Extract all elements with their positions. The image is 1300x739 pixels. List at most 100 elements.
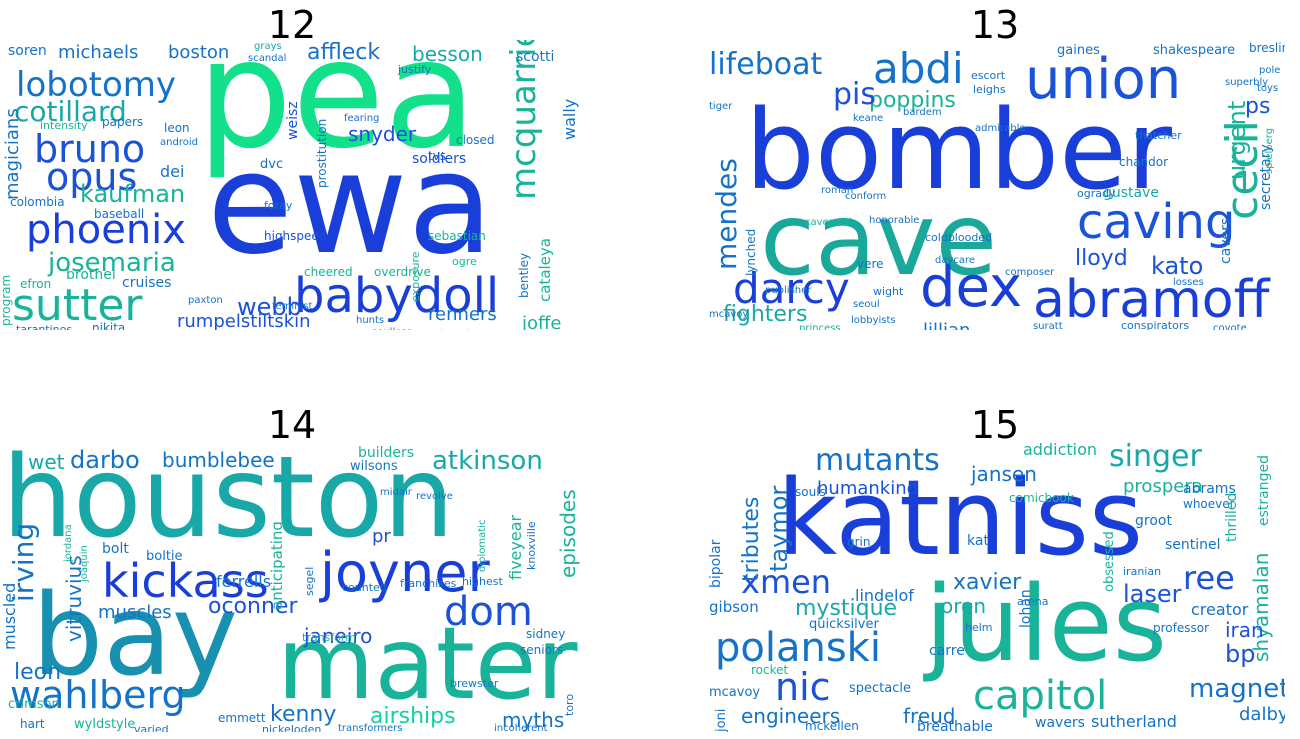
word: janeiro: [304, 624, 373, 648]
word: lindelof: [855, 586, 914, 605]
word: seniors: [520, 643, 564, 657]
word: brewster: [450, 677, 499, 690]
word: spectacle: [849, 681, 911, 696]
word: transform: [302, 631, 356, 644]
word-cloud: bomber cave union abramoff dex caving da…: [705, 40, 1285, 330]
word: scandal: [248, 53, 287, 64]
word: kat: [967, 533, 989, 549]
word: incoherent: [494, 723, 548, 733]
word: rumpelstiltskin: [177, 311, 311, 331]
word: mutants: [815, 443, 940, 478]
word: franchises: [400, 577, 457, 590]
word: sutherland: [1091, 712, 1177, 731]
word: professor: [1153, 621, 1210, 635]
word: myths: [502, 708, 565, 732]
word: daycare: [935, 255, 976, 266]
word: bolt: [102, 541, 129, 557]
word: muscled: [2, 582, 19, 650]
word: bomber: [745, 86, 1173, 214]
word: cheered: [304, 265, 353, 279]
word: highspeed: [264, 229, 327, 243]
word: joyner: [320, 541, 490, 604]
word: oren: [941, 594, 986, 618]
word: intensity: [40, 119, 88, 132]
word: cavers: [1218, 217, 1234, 264]
word: leon: [164, 121, 190, 135]
word: seoul: [853, 299, 880, 310]
word: gaines: [1057, 43, 1100, 58]
word: conform: [845, 191, 887, 202]
word: spielberg: [1264, 127, 1275, 174]
word: superbly: [1225, 77, 1269, 88]
word: joaquin: [79, 545, 90, 582]
word: knoxville: [525, 521, 538, 570]
word: brothel: [66, 267, 116, 283]
word: renners: [428, 304, 497, 325]
word: baseball: [94, 207, 145, 221]
word: engineers: [741, 704, 841, 728]
word-cloud: houston bay mater joyner kickass wahlber…: [2, 442, 582, 732]
word: polanski: [715, 625, 881, 671]
word: publisher: [765, 285, 812, 296]
word: joni: [714, 708, 729, 732]
wordcloud-panel-12: 12 pea ewa babydoll phoenix sutter lobot…: [2, 6, 582, 336]
word: estranged: [1256, 455, 1272, 526]
word: paxton: [188, 295, 223, 306]
word: mendes: [710, 158, 743, 270]
word: anticipating: [268, 521, 286, 610]
word: affleck: [307, 40, 381, 65]
word: bay: [32, 571, 239, 701]
word: feminist: [272, 301, 313, 312]
word-cloud: katniss jules polanski capitol nic mutan…: [705, 442, 1285, 732]
word: darbo: [70, 446, 140, 474]
word: pis: [833, 77, 877, 112]
word: babydoll: [294, 268, 500, 324]
word: android: [160, 137, 198, 148]
word: composer: [1005, 267, 1055, 278]
word: urgent: [1223, 100, 1251, 180]
word: episodes: [556, 489, 580, 578]
word: mcavoy: [709, 685, 761, 700]
word: wilsons: [350, 459, 398, 474]
word: dvc: [260, 157, 284, 172]
wordcloud-panel-15: 15 katniss jules polanski capitol nic mu…: [705, 406, 1285, 736]
word: kaufman: [80, 180, 186, 208]
word: honorable: [869, 215, 920, 226]
word: losses: [1173, 277, 1204, 288]
word: foray: [264, 199, 293, 212]
word: tarantinos: [16, 323, 73, 330]
word: thatcher: [1135, 129, 1182, 142]
word: grays: [254, 41, 282, 52]
word: soldiers: [412, 151, 467, 167]
word: iranian: [1123, 565, 1162, 578]
word: jordana: [63, 524, 74, 562]
word: kato: [1151, 252, 1204, 280]
word: oconner: [208, 594, 298, 619]
word: fiveyear: [506, 514, 525, 580]
word: coyote: [1213, 323, 1247, 331]
word: toys: [1257, 83, 1279, 94]
word: wet: [28, 450, 65, 474]
word: varied: [134, 723, 169, 732]
word: xmen: [741, 563, 832, 601]
word: katniss: [777, 457, 1144, 579]
word: bp: [1225, 640, 1256, 668]
word: cruises: [122, 275, 172, 291]
word: mystique: [795, 596, 898, 621]
word: besson: [412, 42, 483, 66]
word: gustave: [1103, 185, 1160, 201]
word: midair: [380, 487, 412, 498]
word: houston: [2, 442, 455, 563]
word: darcy: [733, 264, 850, 313]
word: souls: [795, 485, 826, 499]
word: prospera: [1123, 476, 1203, 497]
word: conspirators: [1121, 319, 1190, 330]
word: dex: [920, 255, 1023, 320]
word: josemaria: [48, 248, 176, 278]
word: princess: [799, 323, 841, 331]
panel-title: 15: [970, 406, 1020, 447]
word: boston: [168, 42, 230, 63]
word: cave: [760, 181, 997, 298]
word: closed: [456, 133, 495, 147]
word: boltie: [146, 549, 183, 564]
